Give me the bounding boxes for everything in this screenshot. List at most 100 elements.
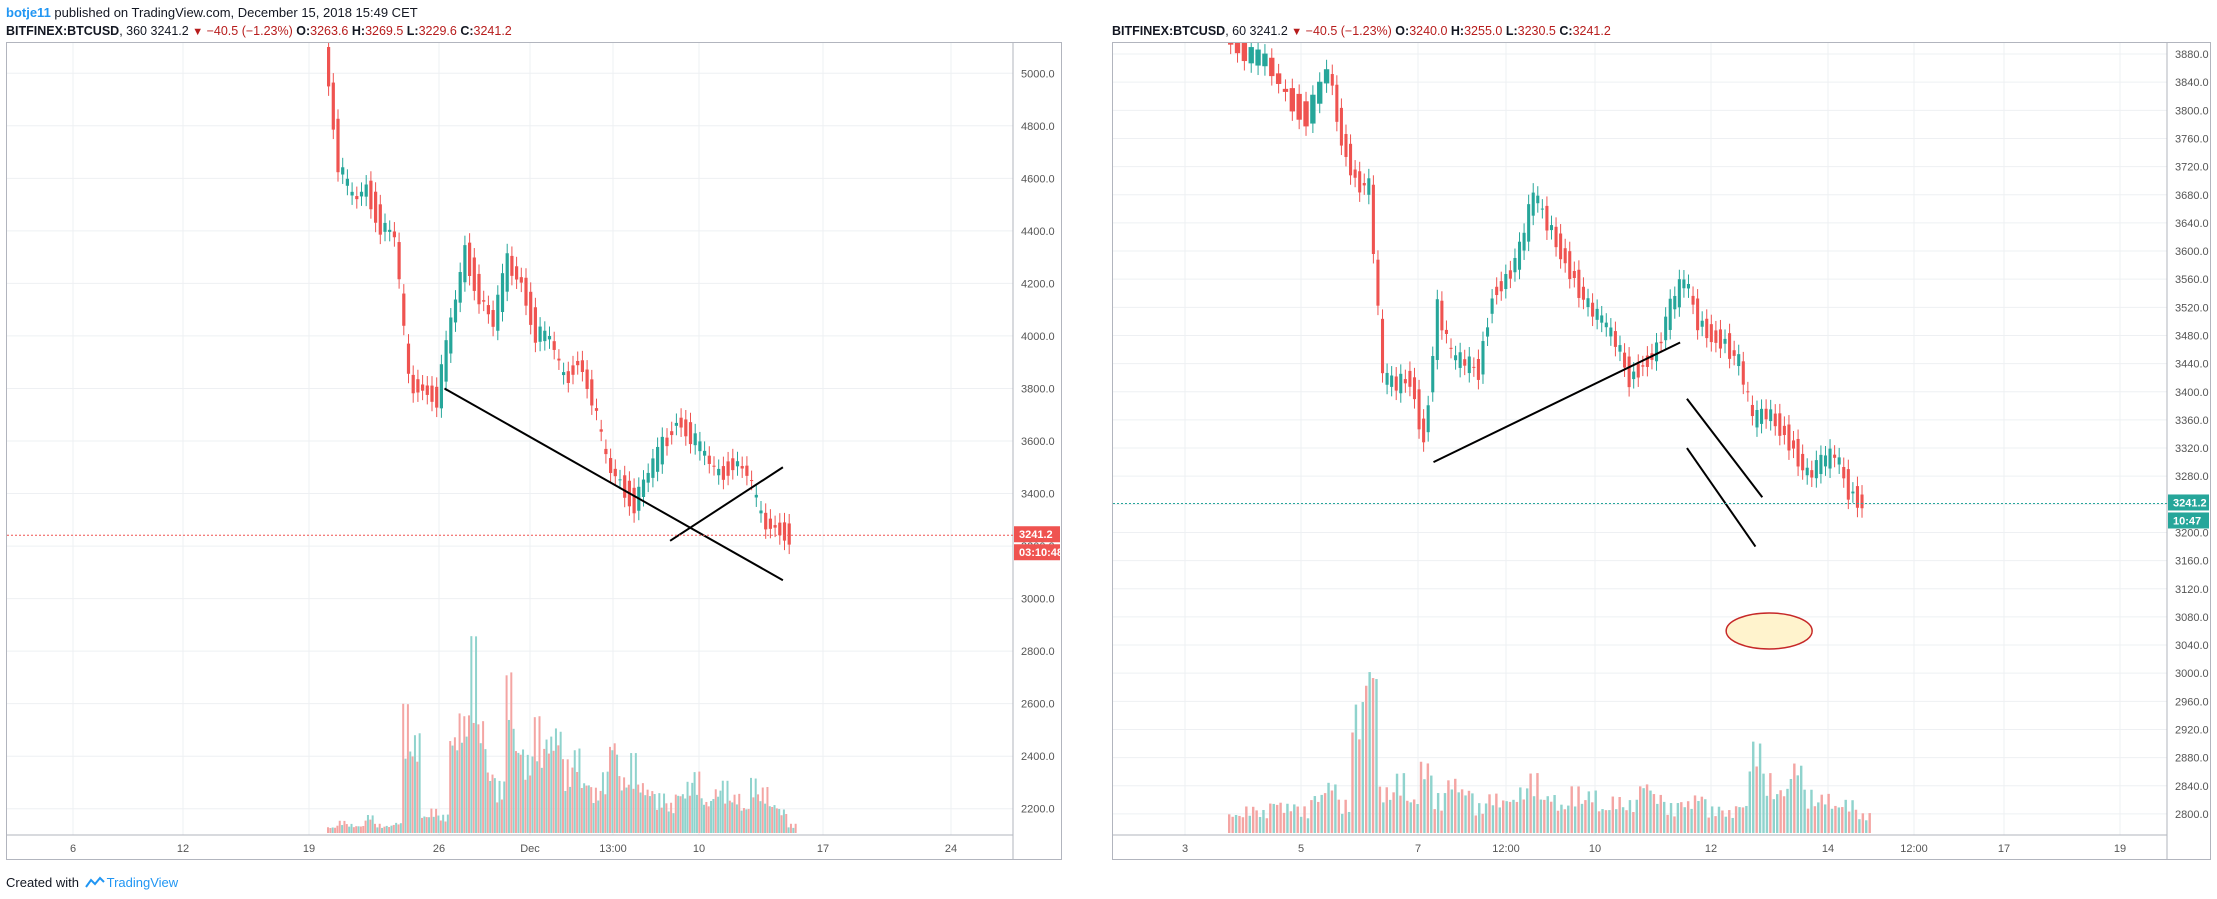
y-tick-label: 3160.0 xyxy=(2175,556,2209,568)
candle-body xyxy=(359,191,364,197)
candle-body xyxy=(1855,486,1859,508)
volume-bar xyxy=(1765,795,1769,833)
volume-bar xyxy=(1306,818,1310,833)
volume-bar xyxy=(1724,816,1728,833)
volume-bar xyxy=(1519,787,1522,833)
volume-bar xyxy=(1443,793,1447,833)
volume-bar xyxy=(644,795,647,833)
volume-bar xyxy=(510,672,513,833)
y-tick-label: 4600.0 xyxy=(1021,173,1055,185)
candle-body xyxy=(782,522,787,541)
y-tick-label: 2840.0 xyxy=(2175,781,2209,793)
y-tick-label: 2920.0 xyxy=(2175,724,2209,736)
volume-bar xyxy=(1796,775,1799,833)
volume-bar xyxy=(1296,806,1299,833)
volume-bar xyxy=(442,814,445,833)
candle-body xyxy=(1846,469,1850,500)
candle-body xyxy=(641,479,646,497)
volume-bar xyxy=(547,753,550,833)
volume-bar xyxy=(357,826,360,833)
y-tick-label: 4000.0 xyxy=(1021,331,1055,343)
volume-bar xyxy=(1358,739,1361,833)
volume-bar xyxy=(1245,806,1248,833)
volume-bar xyxy=(1837,807,1841,833)
volume-bar xyxy=(519,754,522,833)
volume-bar xyxy=(416,761,419,833)
x-tick-label: Dec xyxy=(520,843,540,855)
volume-bar xyxy=(1361,702,1364,833)
volume-bar xyxy=(343,820,346,833)
y-tick-label: 3600.0 xyxy=(2175,246,2209,258)
volume-bar xyxy=(1323,793,1327,833)
candle-body xyxy=(740,466,744,469)
volume-bar xyxy=(1570,786,1573,833)
volume-bar xyxy=(529,775,532,833)
last-price-label: 3241.2 xyxy=(2173,497,2207,509)
candle-body xyxy=(500,273,505,313)
volume-bar xyxy=(484,749,487,833)
volume-bar xyxy=(1378,786,1382,833)
volume-bar xyxy=(656,809,658,833)
x-tick-label: 12 xyxy=(1705,843,1717,855)
candle-body xyxy=(632,487,636,514)
candle-body xyxy=(543,330,547,342)
volume-bar xyxy=(1265,818,1269,833)
right-chart-svg[interactable]: 3880.0 3840.0 3800.0 3760.0 3720.0 3680.0 3640… xyxy=(1113,30,2210,859)
volume-bar xyxy=(359,826,362,833)
right-chart-title: BITFINEX:BTCUSD, 60 3241.2 ▼ −40.5 (−1.2… xyxy=(1112,24,1611,38)
volume-bar xyxy=(611,750,614,833)
volume-bar xyxy=(453,737,456,833)
candle-body xyxy=(1577,269,1581,298)
left-chart-panel[interactable]: 5000.0 4800.0 4600.0 4400.0 4200.0 4000.0 3800… xyxy=(6,37,1063,860)
candle-body xyxy=(707,455,711,464)
volume-bar xyxy=(444,821,447,833)
volume-bar xyxy=(1731,817,1734,833)
volume-bar xyxy=(632,788,635,833)
author-link[interactable]: botje11 xyxy=(6,5,51,20)
volume-bar xyxy=(782,809,785,833)
volume-bar xyxy=(625,787,628,833)
candle-body xyxy=(1335,84,1339,122)
volume-bar xyxy=(674,794,677,833)
candle-body xyxy=(674,422,678,426)
volume-bar xyxy=(409,751,412,833)
tradingview-brand-link[interactable]: TradingView xyxy=(106,875,179,890)
candle-body xyxy=(533,307,537,343)
candle-body xyxy=(1435,299,1439,360)
volume-bar xyxy=(533,717,536,833)
volume-bar xyxy=(1478,803,1481,833)
volume-bar xyxy=(1868,813,1871,833)
x-tick-label: 26 xyxy=(433,843,445,855)
y-tick-label: 4800.0 xyxy=(1021,121,1055,133)
candle-body xyxy=(1801,453,1805,471)
candle-body xyxy=(1408,370,1412,387)
candle-body xyxy=(1563,248,1567,264)
volume-bar xyxy=(641,783,644,833)
right-high: 3255.0 xyxy=(1464,24,1503,38)
volume-bar xyxy=(724,803,727,833)
candle-body xyxy=(1696,298,1700,331)
candle-body xyxy=(1600,315,1604,323)
candle-body xyxy=(1746,391,1750,393)
left-last: 3241.2 xyxy=(150,24,189,38)
volume-bar xyxy=(449,741,452,833)
left-interval: 360 xyxy=(126,24,148,38)
volume-bar xyxy=(667,811,670,833)
x-tick-label: 13:00 xyxy=(599,843,627,855)
trendline xyxy=(1686,447,1757,548)
volume-bar xyxy=(460,742,463,833)
volume-bar xyxy=(590,787,593,833)
candle-body xyxy=(778,522,782,536)
y-tick-label: 3000.0 xyxy=(2175,668,2209,680)
volume-bar xyxy=(1255,810,1258,833)
candle-body xyxy=(750,480,754,482)
candle-body xyxy=(1467,356,1471,374)
candle-body xyxy=(1358,171,1362,193)
left-chart-svg[interactable]: 5000.0 4800.0 4600.0 4400.0 4200.0 4000.0 3800… xyxy=(7,37,1063,859)
volume-bar xyxy=(712,799,715,833)
volume-bar xyxy=(1615,809,1618,833)
volume-bar xyxy=(1310,800,1313,833)
volume-bar xyxy=(1793,763,1796,833)
volume-bar xyxy=(388,827,391,833)
right-chart-panel[interactable]: 3880.0 3840.0 3800.0 3760.0 3720.0 3680.0 3640… xyxy=(1112,30,2211,860)
